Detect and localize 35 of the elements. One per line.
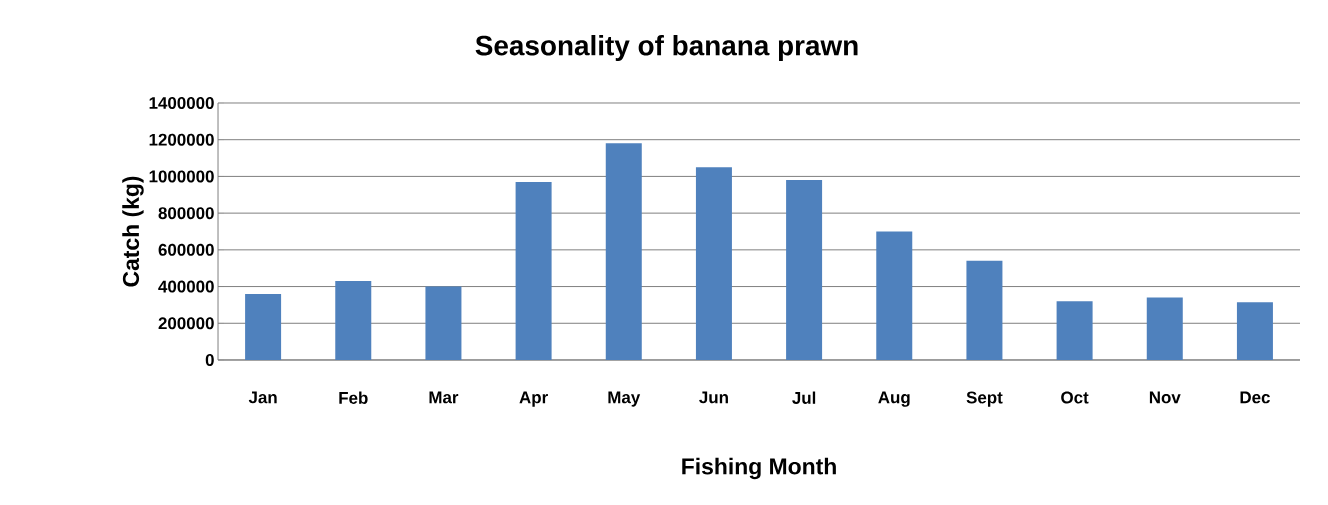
y-tick-label: 1400000 — [149, 96, 214, 109]
x-tick-label: Feb — [339, 391, 368, 404]
bar — [695, 167, 732, 360]
bar — [1056, 301, 1093, 360]
bar — [335, 281, 372, 360]
x-tick-label: Oct — [1061, 391, 1089, 404]
bar — [786, 180, 823, 360]
bar — [876, 231, 913, 360]
x-tick-label: Dec — [1240, 391, 1270, 404]
y-axis-title: Catch (kg) — [122, 176, 144, 287]
bar — [966, 260, 1003, 360]
bar — [1146, 297, 1183, 360]
y-tick-label: 200000 — [158, 317, 214, 330]
bar — [1236, 302, 1273, 360]
y-tick-label: 800000 — [158, 207, 214, 220]
x-tick-label: Sept — [966, 391, 1003, 407]
bar — [515, 181, 552, 360]
y-tick-label: 0 — [205, 353, 214, 366]
y-tick-label: 1000000 — [149, 170, 214, 183]
x-tick-label: Jun — [699, 391, 728, 404]
x-tick-label: Apr — [519, 391, 548, 407]
bar — [425, 286, 462, 360]
y-tick-label: 600000 — [158, 243, 214, 256]
x-tick-label: May — [608, 391, 641, 407]
x-tick-label: Jul — [792, 391, 816, 404]
y-tick-label: 1200000 — [149, 133, 214, 146]
x-axis-title: Fishing Month — [682, 457, 836, 480]
x-tick-label: Aug — [878, 391, 910, 407]
bar — [245, 293, 282, 360]
chart-title: Seasonality of banana prawn — [475, 35, 858, 61]
x-tick-label: Mar — [429, 391, 459, 404]
x-tick-label: Nov — [1149, 391, 1181, 404]
y-tick-label: 400000 — [158, 280, 214, 293]
bar — [605, 143, 642, 360]
x-tick-label: Jan — [248, 391, 277, 404]
